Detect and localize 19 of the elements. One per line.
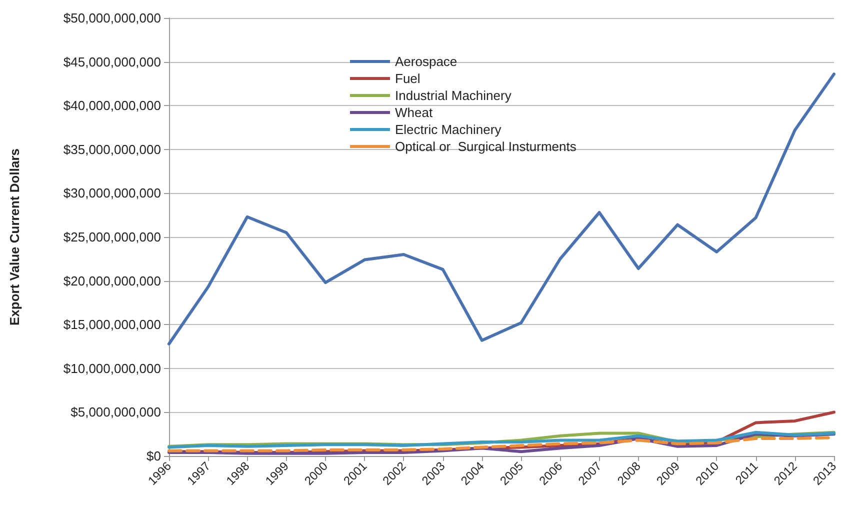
legend-label: Industrial Machinery xyxy=(395,88,512,103)
y-tick-label: $0 xyxy=(146,448,161,464)
legend-label: Fuel xyxy=(395,71,420,86)
legend-label: Optical or Surgical Insturments xyxy=(395,139,577,154)
y-tick-label: $5,000,000,000 xyxy=(70,404,161,420)
y-tick-label: $25,000,000,000 xyxy=(63,230,161,244)
y-tick-label: $20,000,000,000 xyxy=(63,273,161,288)
y-tick-label: $15,000,000,000 xyxy=(63,317,161,332)
y-tick-label: $40,000,000,000 xyxy=(63,98,161,114)
y-tick-label: $50,000,000,000 xyxy=(63,10,161,26)
legend-label: Aerospace xyxy=(395,54,458,69)
legend-label: Electric Machinery xyxy=(395,122,502,137)
line-series xyxy=(168,72,836,346)
y-tick-label: $10,000,000,000 xyxy=(63,360,161,376)
y-axis-title: Export Value Current Dollars xyxy=(7,148,22,326)
legend-label: Wheat xyxy=(395,105,433,120)
y-tick-label: $35,000,000,000 xyxy=(63,142,161,157)
y-tick-label: $30,000,000,000 xyxy=(63,186,161,201)
y-tick-label: $45,000,000,000 xyxy=(63,54,161,70)
